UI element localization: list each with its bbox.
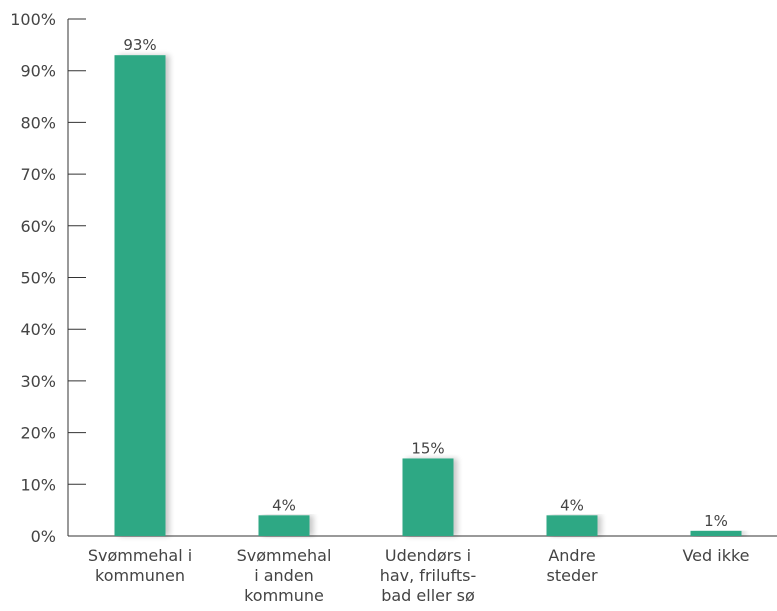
y-tick-label: 50% bbox=[20, 269, 56, 288]
y-axis: 0% 10% 20% 30% 40% 50% 60% 70% 80% 90% 100% bbox=[10, 10, 86, 546]
x-tick-label: Svømmehal i kommunen bbox=[88, 546, 192, 585]
y-tick-label: 30% bbox=[20, 372, 56, 391]
bar-value-label: 1% bbox=[704, 512, 728, 530]
bar-value-label: 4% bbox=[560, 496, 584, 514]
y-tick-label: 40% bbox=[20, 320, 56, 339]
y-tick-label: 10% bbox=[20, 475, 56, 494]
x-tick-label: Ved ikke bbox=[682, 546, 749, 565]
bar-value-label: 4% bbox=[272, 496, 296, 514]
x-tick-label: Andre steder bbox=[546, 546, 597, 585]
bars bbox=[114, 55, 742, 536]
bar-value-label: 93% bbox=[123, 36, 156, 54]
bar bbox=[546, 515, 598, 536]
y-tick-label: 100% bbox=[10, 10, 56, 29]
bar-value-label: 15% bbox=[411, 439, 444, 457]
y-tick-label: 90% bbox=[20, 62, 56, 81]
x-tick-label: Svømmehal i anden kommune bbox=[237, 546, 332, 605]
y-tick-label: 20% bbox=[20, 424, 56, 443]
category-labels: Svømmehal i kommunen Svømmehal i anden kommu… bbox=[88, 546, 750, 605]
bar bbox=[114, 55, 166, 536]
value-labels: 93% 4% 15% 4% 1% bbox=[123, 36, 728, 530]
bar bbox=[258, 515, 310, 536]
y-tick-label: 80% bbox=[20, 113, 56, 132]
bar bbox=[690, 530, 742, 536]
bar bbox=[402, 458, 454, 536]
y-tick-label: 70% bbox=[20, 165, 56, 184]
y-tick-label: 60% bbox=[20, 217, 56, 236]
y-tick-label: 0% bbox=[31, 527, 56, 546]
x-tick-label: Udendørs i hav, frilufts-bad eller sø bbox=[380, 546, 477, 605]
